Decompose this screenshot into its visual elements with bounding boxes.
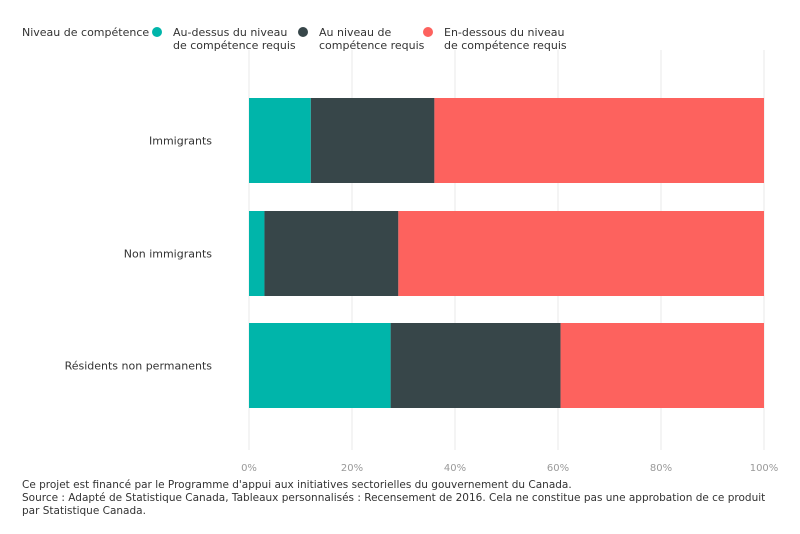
legend-item[interactable]: Au-dessus du niveau de compétence requis — [152, 26, 296, 52]
x-axis-ticks: 0% 20% 40% 60% 80% 100% — [241, 463, 778, 474]
legend-item[interactable]: Au niveau de compétence requis — [298, 26, 425, 52]
category-label: Immigrants — [149, 135, 212, 148]
bar-segment[interactable] — [249, 211, 265, 296]
bar-segment[interactable] — [310, 98, 435, 183]
stacked-bar-chart: Niveau de compétence : Au-dessus du nive… — [22, 26, 778, 474]
bar-segment[interactable] — [249, 323, 391, 408]
x-tick-label: 60% — [547, 463, 569, 474]
bar-segment[interactable] — [264, 211, 399, 296]
source-note: Source : Adapté de Statistique Canada, T… — [22, 492, 766, 517]
category-label: Résidents non permanents — [65, 360, 213, 373]
x-tick-label: 100% — [750, 463, 779, 474]
category-labels: Immigrants Non immigrants Résidents non pe… — [65, 135, 213, 373]
x-tick-label: 80% — [650, 463, 672, 474]
x-tick-label: 40% — [444, 463, 466, 474]
funding-note: Ce projet est financé par le Programme d… — [22, 479, 572, 491]
legend: Niveau de compétence : Au-dessus du nive… — [22, 26, 567, 52]
legend-label: Au niveau de compétence requis — [319, 26, 425, 52]
bar-segment[interactable] — [390, 323, 561, 408]
category-label: Non immigrants — [124, 248, 213, 261]
legend-label: Au-dessus du niveau de compétence requis — [173, 26, 296, 52]
legend-item[interactable]: En-dessous du niveau de compétence requis — [423, 26, 567, 52]
bar-segment[interactable] — [560, 323, 764, 408]
footer-notes: Ce projet est financé par le Programme d… — [22, 479, 782, 518]
bars — [249, 98, 764, 408]
bar-segment[interactable] — [398, 211, 764, 296]
bar-segment[interactable] — [249, 98, 311, 183]
bar-segment[interactable] — [434, 98, 764, 183]
x-tick-label: 20% — [341, 463, 363, 474]
legend-swatch — [298, 27, 308, 37]
legend-swatch — [423, 27, 433, 37]
x-tick-label: 0% — [241, 463, 257, 474]
legend-swatch — [152, 27, 162, 37]
legend-title: Niveau de compétence : — [22, 26, 156, 39]
legend-label: En-dessous du niveau de compétence requis — [444, 26, 567, 52]
